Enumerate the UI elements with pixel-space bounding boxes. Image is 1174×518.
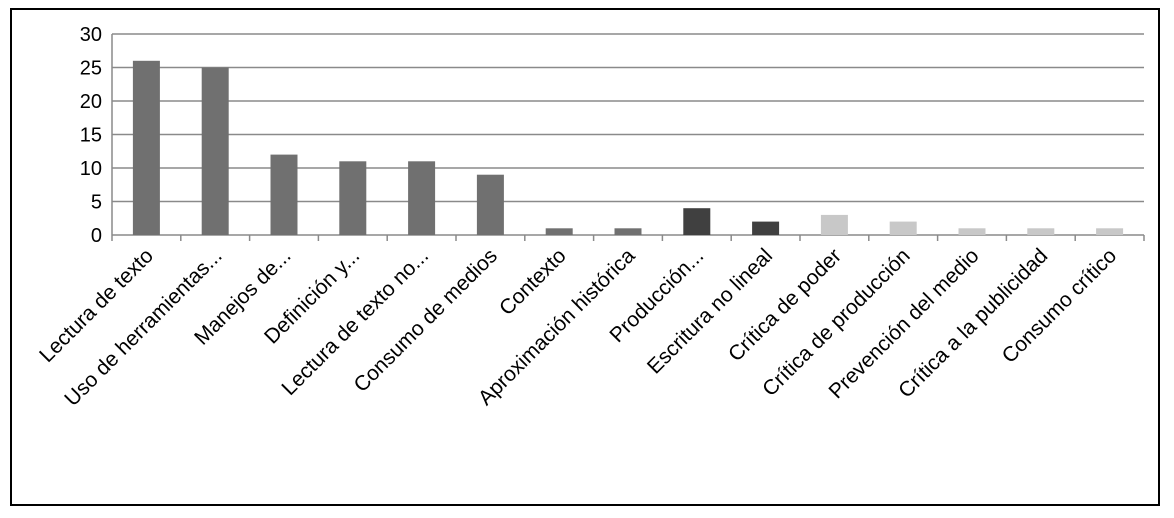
bar-2 [201,67,229,235]
bar-7 [545,228,573,235]
x-category-label: Consumo crítico [998,244,1122,368]
y-tick-label: 10 [80,158,102,180]
bar-13 [958,228,986,235]
bar-1 [132,60,160,235]
bar-5 [408,161,436,235]
y-tick-label: 20 [80,91,102,113]
bar-6 [476,174,504,235]
y-tick-label: 0 [91,225,102,247]
bar-4 [339,161,367,235]
bar-14 [1027,228,1055,235]
chart-frame [10,8,1160,506]
bar-12 [889,221,917,235]
bar-3 [270,154,298,235]
y-tick-label: 25 [80,58,102,80]
bar-15 [1096,228,1124,235]
bar-9 [683,208,711,235]
x-category-label: Lectura de texto [35,244,158,367]
x-category-label: Escritura no lineal [643,244,777,378]
y-tick-label: 30 [80,24,102,46]
y-tick-label: 15 [80,125,102,147]
bar-11 [820,214,848,235]
bar-8 [614,228,642,235]
y-tick-label: 5 [91,192,102,214]
bar-10 [752,221,780,235]
